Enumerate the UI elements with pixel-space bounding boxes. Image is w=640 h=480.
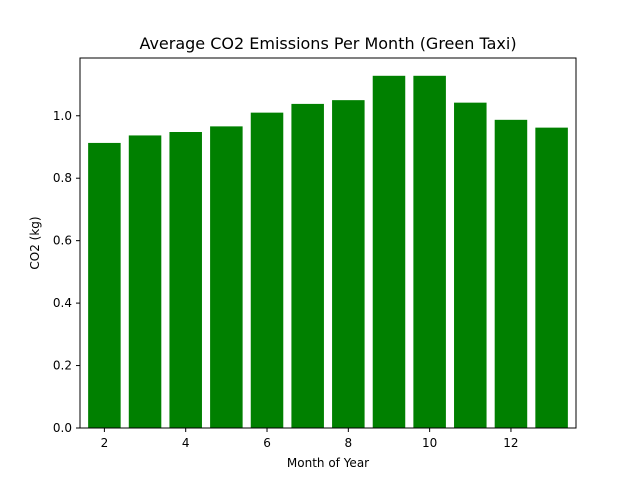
y-tick-label: 0.6 [53,234,72,248]
bar-month-2 [88,142,121,428]
bar-month-5 [210,126,243,428]
bar-month-9 [372,75,406,428]
bar-month-12 [494,119,528,428]
y-tick-label: 0.2 [53,359,72,373]
bar-month-13 [535,127,568,428]
x-tick-label: 12 [503,436,518,450]
bar-month-4 [169,132,202,428]
x-tick-label: 2 [101,436,109,450]
bar-month-10 [413,75,446,428]
x-tick-label: 8 [345,436,353,450]
bar-month-6 [250,112,284,428]
bar-month-11 [454,102,487,429]
x-axis-label: Month of Year [287,456,369,470]
y-tick-label: 0.0 [53,421,72,435]
y-axis: 0.0 0.2 0.4 0.6 0.8 1.0 [53,109,80,435]
x-tick-label: 10 [422,436,437,450]
plot-frame [79,57,577,429]
y-tick-label: 0.4 [53,296,72,310]
y-axis-label: CO2 (kg) [28,216,42,269]
y-tick-label: 0.8 [53,171,72,185]
x-axis: 2 4 6 8 10 12 [101,428,519,450]
bar-month-3 [128,135,162,428]
bars-group [88,75,568,429]
x-tick-label: 4 [182,436,190,450]
bar-month-7 [291,103,324,428]
y-tick-label: 1.0 [53,109,72,123]
bar-month-8 [332,100,365,428]
x-tick-label: 6 [263,436,271,450]
chart-title: Average CO2 Emissions Per Month (Green T… [139,34,516,53]
